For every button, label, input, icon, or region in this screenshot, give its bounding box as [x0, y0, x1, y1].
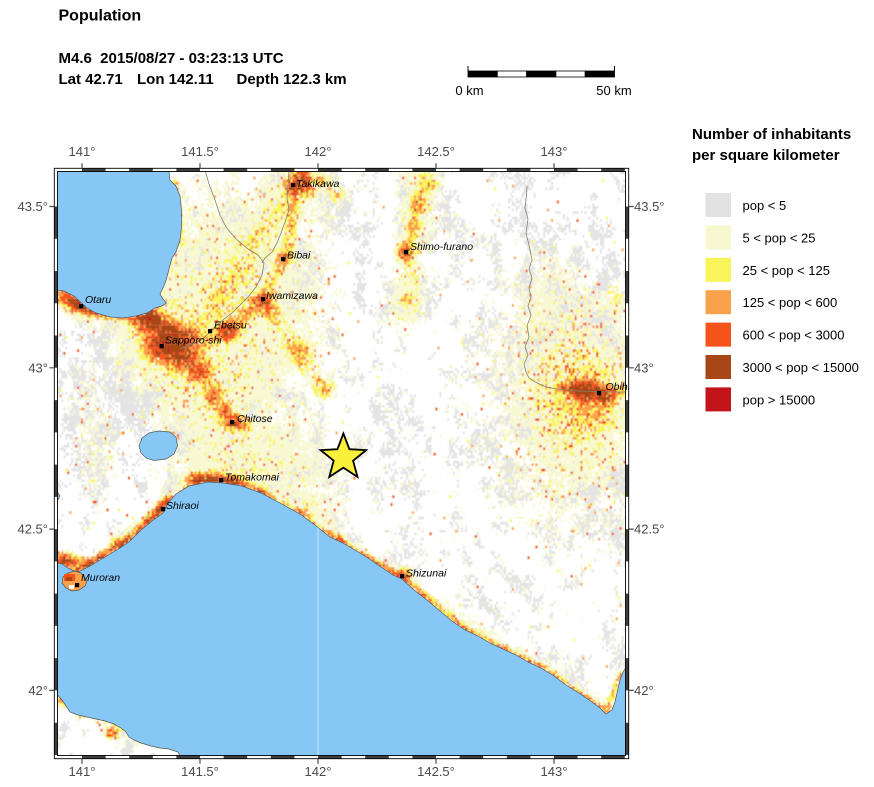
svg-text:143°: 143° [541, 764, 568, 779]
svg-text:142°: 142° [305, 764, 332, 779]
svg-text:Muroran: Muroran [81, 572, 120, 584]
svg-text:142°: 142° [305, 144, 332, 159]
svg-text:50 km: 50 km [596, 83, 631, 98]
svg-text:141°: 141° [69, 144, 96, 159]
svg-text:Ebetsu: Ebetsu [214, 320, 247, 332]
svg-text:M4.6 2015/08/27 - 03:23:13 UT: M4.6 2015/08/27 - 03:23:13 UTC [59, 50, 284, 67]
svg-text:43.5°: 43.5° [634, 199, 665, 214]
svg-text:Shizunai: Shizunai [406, 568, 447, 580]
svg-text:142.5°: 142.5° [417, 764, 455, 779]
svg-text:600 < pop < 3000: 600 < pop < 3000 [743, 328, 845, 343]
svg-text:Obihiro: Obihiro [606, 381, 640, 393]
svg-text:Tomakomai: Tomakomai [225, 472, 280, 484]
svg-text:Sapporo-shi: Sapporo-shi [165, 335, 222, 347]
svg-text:pop > 15000: pop > 15000 [743, 392, 816, 407]
svg-text:141°: 141° [69, 764, 96, 779]
svg-text:42°: 42° [28, 683, 48, 698]
svg-text:141.5°: 141.5° [181, 764, 219, 779]
svg-text:5 < pop < 25: 5 < pop < 25 [743, 230, 816, 245]
svg-text:per square kilometer: per square kilometer [692, 147, 840, 164]
svg-text:43°: 43° [28, 360, 48, 375]
svg-text:Bibai: Bibai [287, 250, 311, 262]
svg-text:42.5°: 42.5° [634, 522, 665, 537]
svg-text:Iwamizawa: Iwamizawa [266, 290, 318, 302]
svg-text:Otaru: Otaru [85, 294, 111, 306]
svg-text:43°: 43° [634, 360, 654, 375]
svg-text:3000 < pop < 15000: 3000 < pop < 15000 [743, 360, 859, 375]
svg-text:Shiraoi: Shiraoi [166, 500, 199, 512]
svg-text:141.5°: 141.5° [181, 144, 219, 159]
svg-text:pop < 5: pop < 5 [743, 198, 787, 213]
svg-text:143°: 143° [541, 144, 568, 159]
svg-text:Population: Population [59, 8, 142, 25]
svg-text:25 < pop < 125: 25 < pop < 125 [743, 263, 830, 278]
svg-text:Chitose: Chitose [237, 413, 273, 425]
svg-text:43.5°: 43.5° [17, 199, 48, 214]
svg-text:Shimo-furano: Shimo-furano [410, 241, 473, 253]
svg-text:Number of inhabitants: Number of inhabitants [692, 126, 851, 143]
svg-text:42.5°: 42.5° [17, 522, 48, 537]
svg-text:125 < pop < 600: 125 < pop < 600 [743, 295, 838, 310]
svg-text:0 km: 0 km [455, 83, 483, 98]
svg-text:142.5°: 142.5° [417, 144, 455, 159]
svg-text:Takikawa: Takikawa [296, 178, 340, 190]
svg-text:42°: 42° [634, 683, 654, 698]
